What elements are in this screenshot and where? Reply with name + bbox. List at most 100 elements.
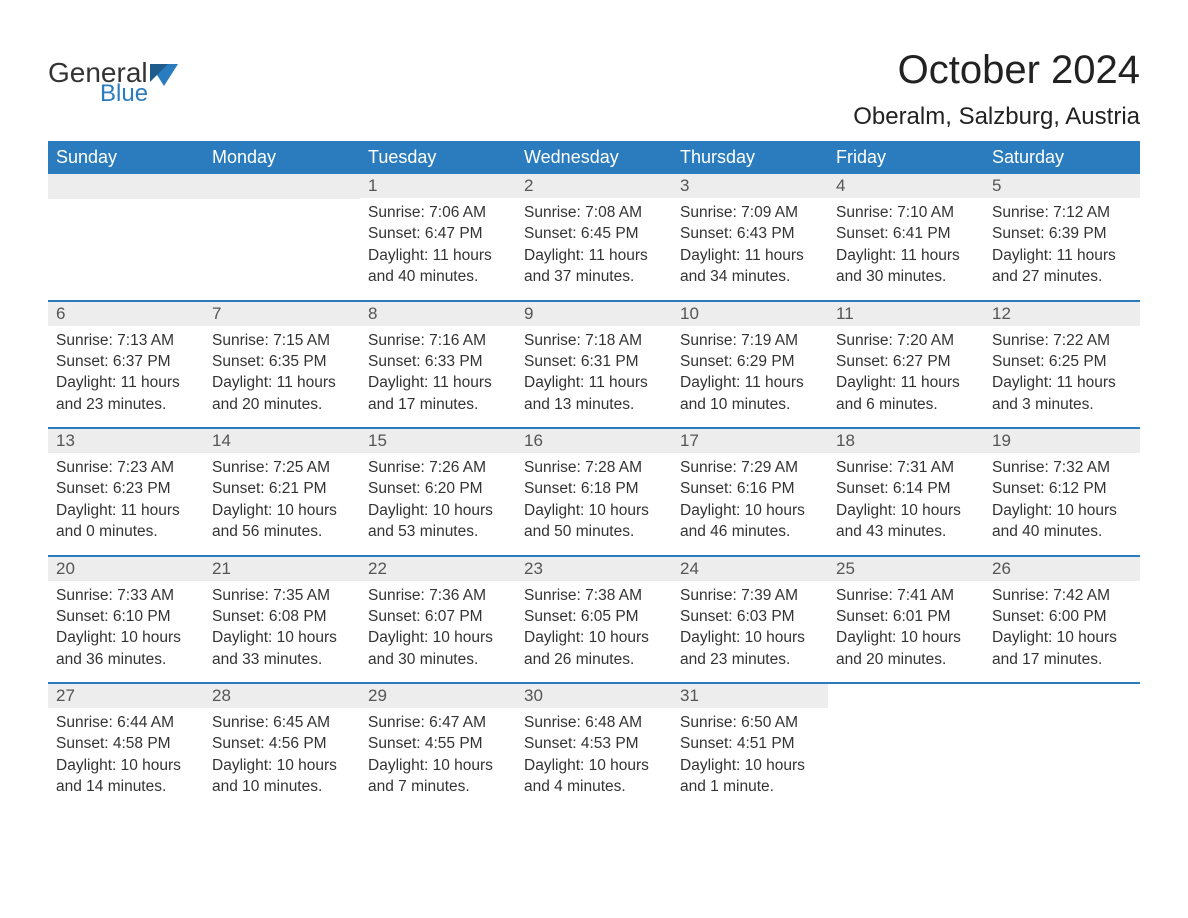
day-cell: 14Sunrise: 7:25 AMSunset: 6:21 PMDayligh… <box>204 429 360 555</box>
daylight-line: Daylight: 10 hours and 26 minutes. <box>524 627 664 670</box>
sunrise-line: Sunrise: 7:36 AM <box>368 585 508 606</box>
day-body: Sunrise: 7:25 AMSunset: 6:21 PMDaylight:… <box>204 453 360 543</box>
day-number: 5 <box>984 174 1140 198</box>
day-body: Sunrise: 7:10 AMSunset: 6:41 PMDaylight:… <box>828 198 984 288</box>
day-number: 16 <box>516 429 672 453</box>
day-number: 4 <box>828 174 984 198</box>
daylight-line: Daylight: 10 hours and 50 minutes. <box>524 500 664 543</box>
sunset-line: Sunset: 6:12 PM <box>992 478 1132 499</box>
day-body: Sunrise: 6:44 AMSunset: 4:58 PMDaylight:… <box>48 708 204 798</box>
day-cell: 20Sunrise: 7:33 AMSunset: 6:10 PMDayligh… <box>48 557 204 683</box>
sunrise-line: Sunrise: 7:15 AM <box>212 330 352 351</box>
day-number: 23 <box>516 557 672 581</box>
week-row: 1Sunrise: 7:06 AMSunset: 6:47 PMDaylight… <box>48 174 1140 300</box>
day-cell: 11Sunrise: 7:20 AMSunset: 6:27 PMDayligh… <box>828 302 984 428</box>
day-body: Sunrise: 7:33 AMSunset: 6:10 PMDaylight:… <box>48 581 204 671</box>
day-body: Sunrise: 7:41 AMSunset: 6:01 PMDaylight:… <box>828 581 984 671</box>
day-number: 18 <box>828 429 984 453</box>
sunset-line: Sunset: 6:41 PM <box>836 223 976 244</box>
week-row: 27Sunrise: 6:44 AMSunset: 4:58 PMDayligh… <box>48 682 1140 810</box>
sunrise-line: Sunrise: 7:10 AM <box>836 202 976 223</box>
daylight-line: Daylight: 10 hours and 40 minutes. <box>992 500 1132 543</box>
sunrise-line: Sunrise: 7:08 AM <box>524 202 664 223</box>
sunset-line: Sunset: 6:25 PM <box>992 351 1132 372</box>
day-cell: 26Sunrise: 7:42 AMSunset: 6:00 PMDayligh… <box>984 557 1140 683</box>
sunrise-line: Sunrise: 7:28 AM <box>524 457 664 478</box>
week-row: 6Sunrise: 7:13 AMSunset: 6:37 PMDaylight… <box>48 300 1140 428</box>
sunset-line: Sunset: 6:23 PM <box>56 478 196 499</box>
sunset-line: Sunset: 6:45 PM <box>524 223 664 244</box>
day-number: 1 <box>360 174 516 198</box>
day-number: 17 <box>672 429 828 453</box>
sunrise-line: Sunrise: 7:18 AM <box>524 330 664 351</box>
sunrise-line: Sunrise: 7:25 AM <box>212 457 352 478</box>
daylight-line: Daylight: 10 hours and 7 minutes. <box>368 755 508 798</box>
weekday-header-row: SundayMondayTuesdayWednesdayThursdayFrid… <box>48 141 1140 174</box>
day-number: 31 <box>672 684 828 708</box>
day-number: 26 <box>984 557 1140 581</box>
day-cell: 30Sunrise: 6:48 AMSunset: 4:53 PMDayligh… <box>516 684 672 810</box>
sunset-line: Sunset: 6:47 PM <box>368 223 508 244</box>
day-cell: 22Sunrise: 7:36 AMSunset: 6:07 PMDayligh… <box>360 557 516 683</box>
day-number: 25 <box>828 557 984 581</box>
empty-day-header <box>204 174 360 199</box>
sunset-line: Sunset: 4:51 PM <box>680 733 820 754</box>
sunset-line: Sunset: 6:43 PM <box>680 223 820 244</box>
logo-flag-icon <box>150 64 178 86</box>
day-number: 14 <box>204 429 360 453</box>
day-body: Sunrise: 7:32 AMSunset: 6:12 PMDaylight:… <box>984 453 1140 543</box>
day-number: 21 <box>204 557 360 581</box>
sunset-line: Sunset: 6:31 PM <box>524 351 664 372</box>
sunset-line: Sunset: 6:05 PM <box>524 606 664 627</box>
sunrise-line: Sunrise: 6:45 AM <box>212 712 352 733</box>
sunset-line: Sunset: 6:10 PM <box>56 606 196 627</box>
empty-day-header <box>48 174 204 199</box>
day-cell: 9Sunrise: 7:18 AMSunset: 6:31 PMDaylight… <box>516 302 672 428</box>
day-cell: 2Sunrise: 7:08 AMSunset: 6:45 PMDaylight… <box>516 174 672 300</box>
day-body: Sunrise: 7:26 AMSunset: 6:20 PMDaylight:… <box>360 453 516 543</box>
day-body: Sunrise: 7:19 AMSunset: 6:29 PMDaylight:… <box>672 326 828 416</box>
sunset-line: Sunset: 6:00 PM <box>992 606 1132 627</box>
daylight-line: Daylight: 10 hours and 17 minutes. <box>992 627 1132 670</box>
day-number: 2 <box>516 174 672 198</box>
day-body: Sunrise: 7:31 AMSunset: 6:14 PMDaylight:… <box>828 453 984 543</box>
month-title: October 2024 <box>853 48 1140 93</box>
daylight-line: Daylight: 11 hours and 34 minutes. <box>680 245 820 288</box>
day-body: Sunrise: 6:48 AMSunset: 4:53 PMDaylight:… <box>516 708 672 798</box>
day-body: Sunrise: 7:08 AMSunset: 6:45 PMDaylight:… <box>516 198 672 288</box>
sunrise-line: Sunrise: 7:35 AM <box>212 585 352 606</box>
sunset-line: Sunset: 4:53 PM <box>524 733 664 754</box>
sunset-line: Sunset: 6:07 PM <box>368 606 508 627</box>
daylight-line: Daylight: 11 hours and 13 minutes. <box>524 372 664 415</box>
sunrise-line: Sunrise: 7:06 AM <box>368 202 508 223</box>
daylight-line: Daylight: 10 hours and 56 minutes. <box>212 500 352 543</box>
day-body: Sunrise: 7:06 AMSunset: 6:47 PMDaylight:… <box>360 198 516 288</box>
sunrise-line: Sunrise: 7:19 AM <box>680 330 820 351</box>
sunrise-line: Sunrise: 7:16 AM <box>368 330 508 351</box>
day-body: Sunrise: 6:47 AMSunset: 4:55 PMDaylight:… <box>360 708 516 798</box>
day-number: 13 <box>48 429 204 453</box>
day-cell: 16 Sunrise: 7:28 AMSunset: 6:18 PMDayligh… <box>516 429 672 555</box>
daylight-line: Daylight: 11 hours and 30 minutes. <box>836 245 976 288</box>
sunrise-line: Sunrise: 6:48 AM <box>524 712 664 733</box>
day-body: Sunrise: 7:42 AMSunset: 6:00 PMDaylight:… <box>984 581 1140 671</box>
sunset-line: Sunset: 4:58 PM <box>56 733 196 754</box>
sunrise-line: Sunrise: 7:12 AM <box>992 202 1132 223</box>
daylight-line: Daylight: 11 hours and 6 minutes. <box>836 372 976 415</box>
sunrise-line: Sunrise: 7:42 AM <box>992 585 1132 606</box>
weekday-header-cell: Wednesday <box>516 141 672 174</box>
sunrise-line: Sunrise: 7:23 AM <box>56 457 196 478</box>
day-body: Sunrise: 7:23 AMSunset: 6:23 PMDaylight:… <box>48 453 204 543</box>
sunset-line: Sunset: 6:01 PM <box>836 606 976 627</box>
calendar-grid: SundayMondayTuesdayWednesdayThursdayFrid… <box>48 141 1140 810</box>
daylight-line: Daylight: 10 hours and 20 minutes. <box>836 627 976 670</box>
sunrise-line: Sunrise: 7:09 AM <box>680 202 820 223</box>
brand-logo: General Blue <box>48 48 178 105</box>
sunset-line: Sunset: 6:18 PM <box>524 478 664 499</box>
day-number: 29 <box>360 684 516 708</box>
sunset-line: Sunset: 6:29 PM <box>680 351 820 372</box>
day-cell: 25Sunrise: 7:41 AMSunset: 6:01 PMDayligh… <box>828 557 984 683</box>
daylight-line: Daylight: 11 hours and 37 minutes. <box>524 245 664 288</box>
daylight-line: Daylight: 10 hours and 36 minutes. <box>56 627 196 670</box>
sunset-line: Sunset: 6:16 PM <box>680 478 820 499</box>
